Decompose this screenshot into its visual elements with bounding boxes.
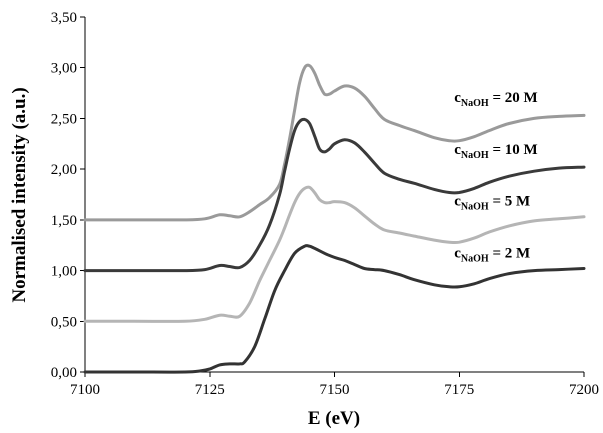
y-ticks: 0,00 0,50 1,00 1,50 2,00 2,50 3,00 3,50 (51, 10, 85, 381)
annotation-subscript: NaOH (461, 202, 489, 213)
x-axis-title: E (eV) (308, 408, 360, 429)
series-annotation: cNaOH = 2 M (454, 245, 530, 264)
x-tick-label: 7125 (195, 382, 225, 398)
y-tick-label: 0,50 (51, 314, 77, 330)
series-annotation: cNaOH = 10 M (454, 142, 537, 161)
series-line-0 (83, 63, 586, 222)
y-tick-label: 2,50 (51, 111, 77, 127)
y-tick-label: 0,00 (51, 365, 77, 381)
x-tick-label: 7150 (320, 382, 350, 398)
annotation-value: = 5 M (489, 194, 530, 210)
annotation-value: = 2 M (489, 245, 530, 261)
annotation-subscript: NaOH (461, 150, 489, 161)
annotation-base: c (454, 194, 461, 210)
series-line-3 (83, 244, 586, 374)
y-tick-label: 2,00 (51, 162, 77, 178)
series-annotation: cNaOH = 20 M (454, 90, 537, 109)
annotation-base: c (454, 142, 461, 158)
annotation-subscript: NaOH (461, 253, 489, 264)
series-line-2 (83, 185, 586, 323)
annotation-subscript: NaOH (461, 98, 489, 109)
annotation-value: = 20 M (489, 90, 538, 106)
y-tick-label: 1,50 (51, 213, 77, 229)
x-tick-label: 7100 (70, 382, 100, 398)
x-tick-label: 7175 (444, 382, 474, 398)
annotation-value: = 10 M (489, 142, 538, 158)
series-line-1 (83, 117, 586, 273)
x-ticks: 7100 7125 7150 7175 7200 (70, 372, 599, 398)
y-tick-label: 3,00 (51, 61, 77, 77)
annotation-base: c (454, 245, 461, 261)
y-axis-title: Normalised intensity (a.u.) (9, 87, 30, 302)
annotation-base: c (454, 90, 461, 106)
y-tick-label: 1,00 (51, 264, 77, 280)
x-tick-label: 7200 (569, 382, 599, 398)
y-tick-label: 3,50 (51, 10, 77, 26)
series-annotation: cNaOH = 5 M (454, 194, 530, 213)
series-curves (83, 63, 586, 374)
